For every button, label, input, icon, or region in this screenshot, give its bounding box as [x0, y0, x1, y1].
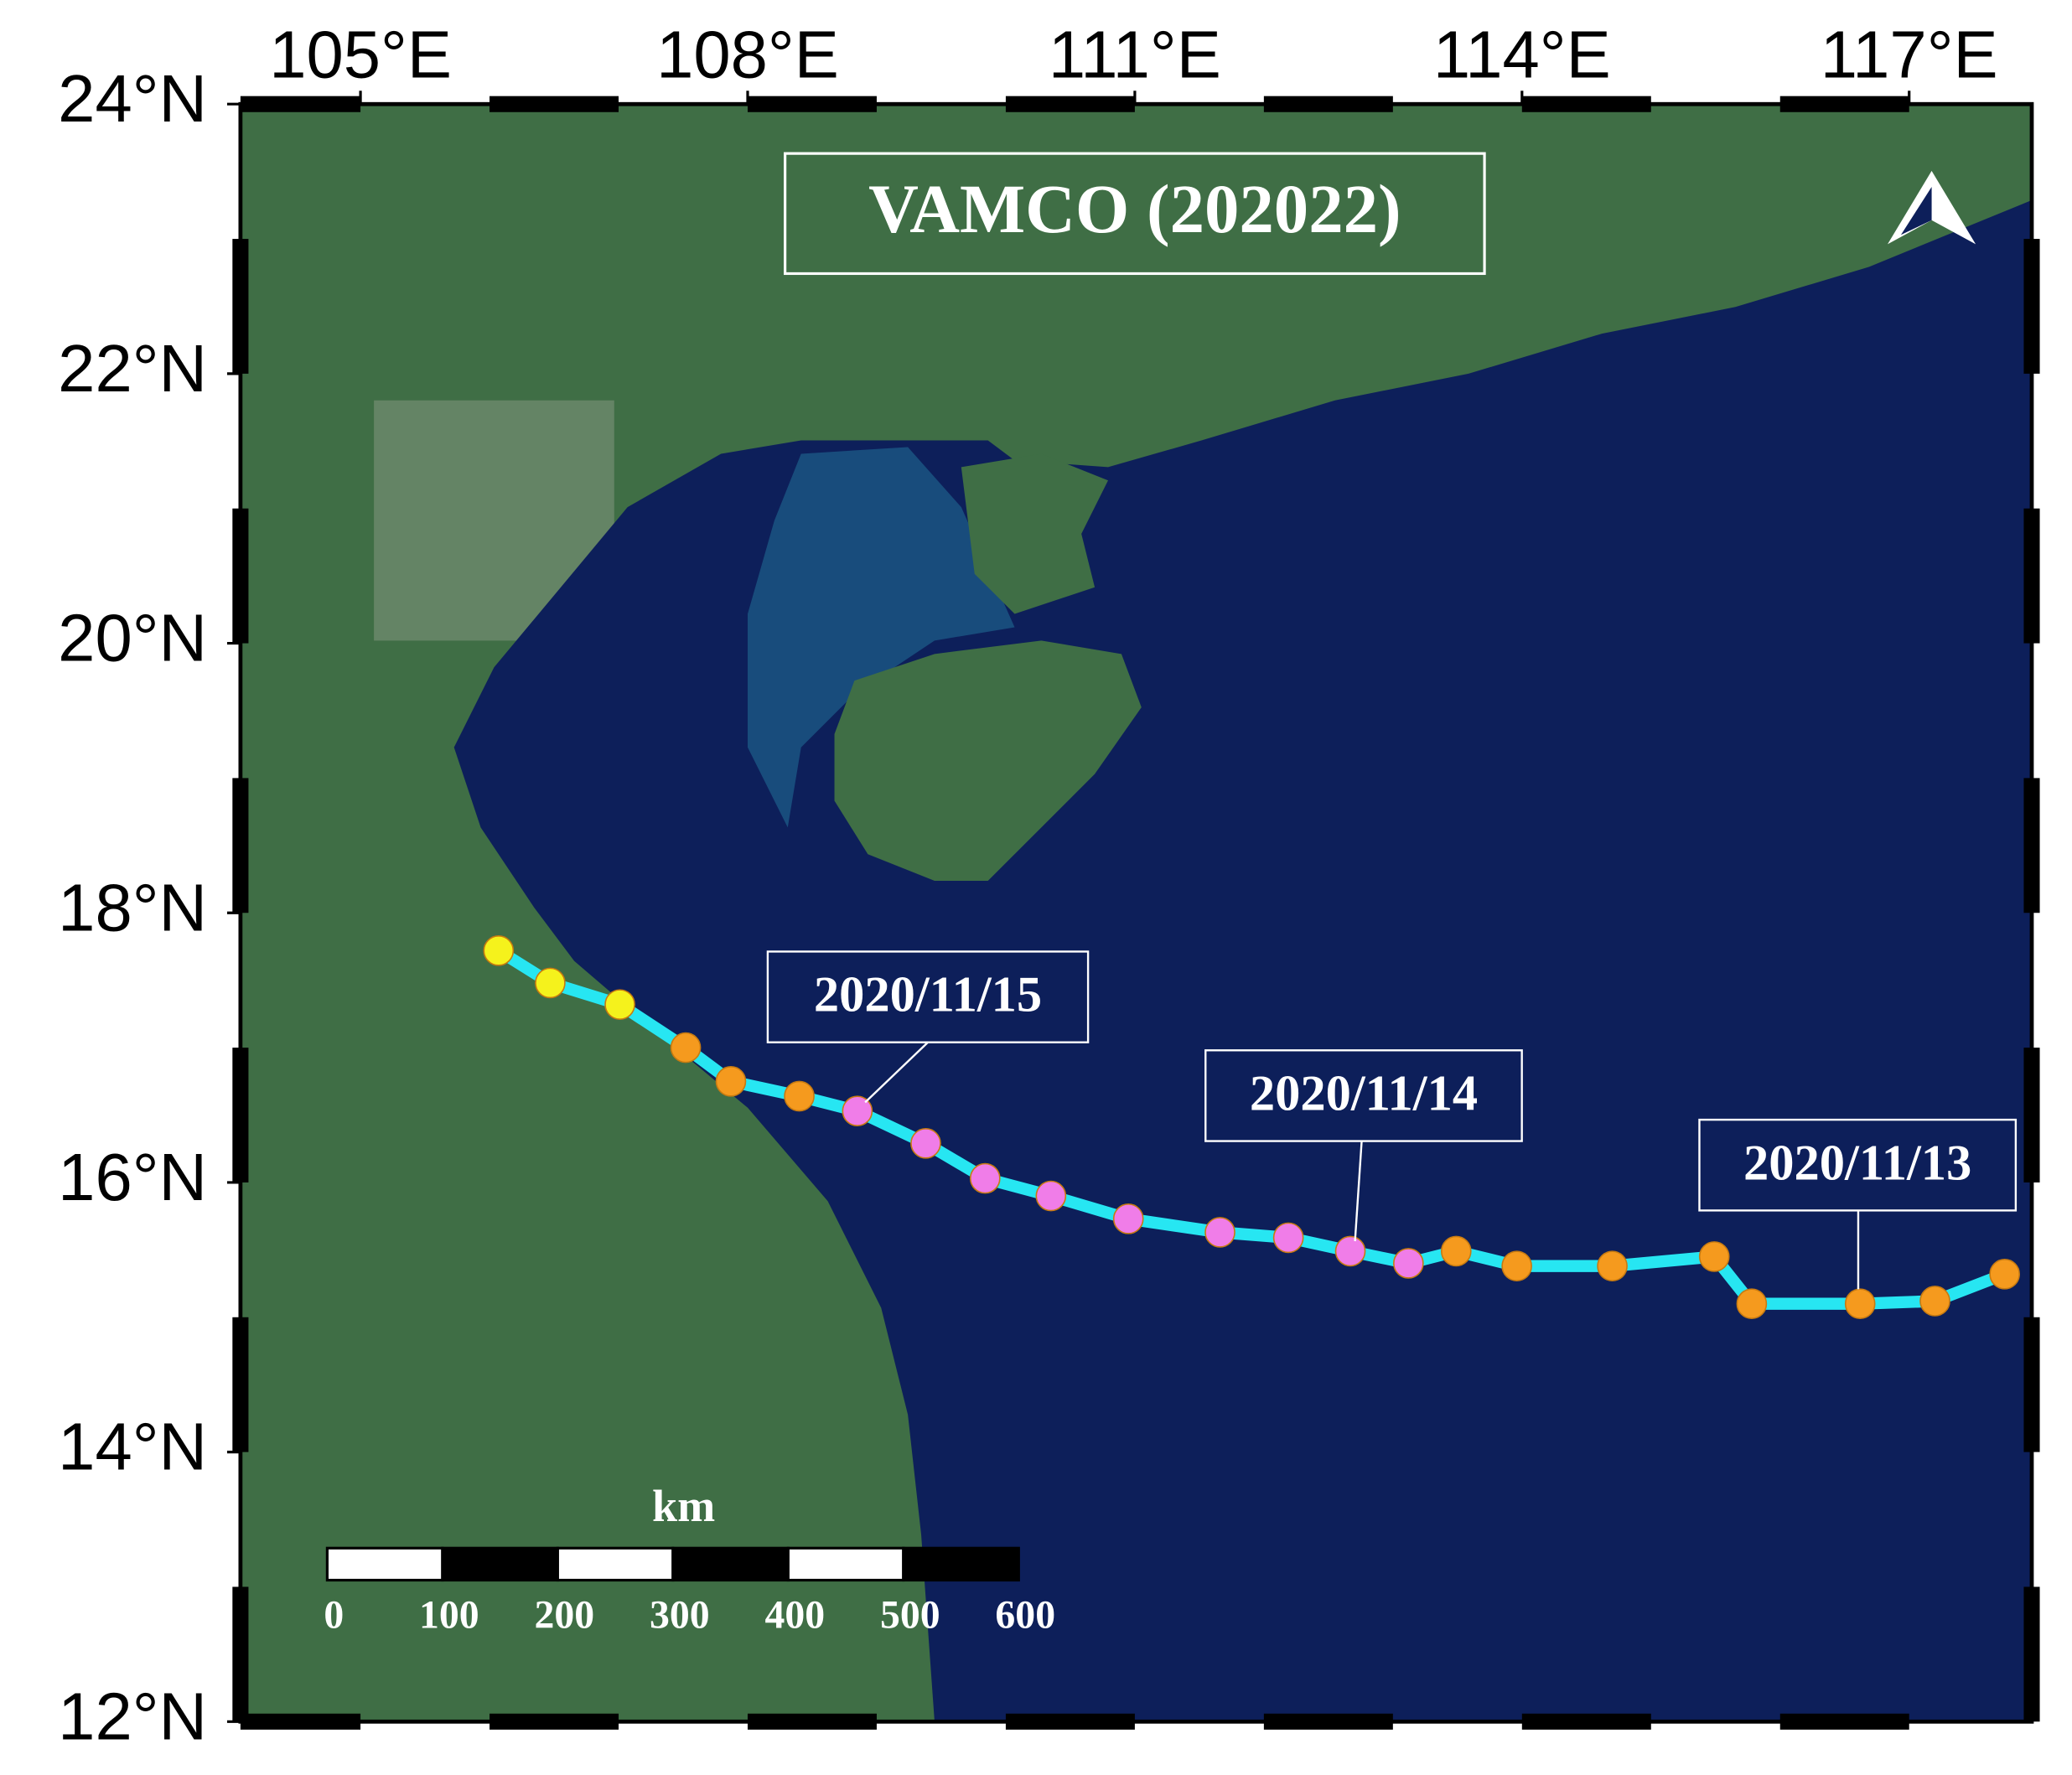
track-point [910, 1127, 941, 1159]
scale-segment [556, 1546, 675, 1582]
y-tick-label: 24°N [58, 61, 207, 136]
track-point [842, 1095, 873, 1127]
frame-segment [240, 96, 361, 112]
title-box [784, 152, 1486, 276]
frame-segment [240, 1713, 361, 1730]
frame-segment [1521, 1713, 1651, 1730]
track-point [535, 967, 566, 999]
frame-segment [2023, 778, 2040, 913]
frame-segment [2023, 239, 2040, 374]
north-arrow [1888, 170, 1976, 245]
track-point [1501, 1250, 1532, 1281]
frame-segment [232, 239, 249, 374]
x-tick-label: 117°E [1821, 18, 1998, 92]
track-point [1989, 1258, 2020, 1290]
frame-segment [2023, 1317, 2040, 1452]
frame-segment [1779, 1713, 1909, 1730]
track-point [969, 1162, 1001, 1194]
date-label-box [766, 950, 1090, 1043]
scale-segment [441, 1546, 559, 1582]
leader-line [1354, 1141, 1363, 1242]
track-point [784, 1080, 815, 1112]
frame-segment [747, 1713, 877, 1730]
scale-unit: km [652, 1481, 715, 1531]
date-label-box [1204, 1049, 1523, 1142]
frame-segment [1005, 96, 1135, 112]
y-tick-label: 20°N [58, 601, 207, 675]
track-point [483, 934, 515, 966]
track-point [1334, 1235, 1366, 1267]
track-point [1035, 1180, 1067, 1212]
x-tick-label: 114°E [1433, 18, 1611, 92]
date-label-box [1698, 1118, 2018, 1212]
scale-label: 100 [419, 1593, 479, 1638]
map-title: VAMCO (202022) [868, 170, 1401, 247]
frame-segment [232, 1586, 249, 1722]
frame-border [232, 96, 2040, 1730]
leader-line [864, 1041, 929, 1104]
date-label: 2020/11/13 [1743, 1135, 1971, 1191]
frame-segment [1521, 96, 1651, 112]
frame-segment [232, 1048, 249, 1182]
date-label: 2020/11/14 [1250, 1066, 1478, 1122]
frame-segment [2023, 1586, 2040, 1722]
track-point [604, 989, 635, 1020]
track-point [670, 1032, 702, 1063]
scale-segment [786, 1546, 905, 1582]
y-tick-label: 14°N [58, 1410, 207, 1484]
track-point [1272, 1222, 1304, 1254]
y-tick-label: 18°N [58, 870, 207, 944]
frame-segment [2023, 1048, 2040, 1182]
frame-segment [2023, 508, 2040, 644]
scale-label: 300 [650, 1593, 710, 1638]
data-layer: 105°E 108°E 111°E 114°E 117°E 12°N 14°N 16°N 18°… [58, 18, 2020, 1753]
scale-segment [325, 1546, 444, 1582]
frame-segment [1263, 96, 1393, 112]
track-point [1736, 1288, 1768, 1320]
frame-segment [747, 96, 877, 112]
track-point [1844, 1288, 1876, 1320]
track-point [1597, 1250, 1628, 1281]
y-tick-label: 22°N [58, 331, 207, 406]
frame-segment [1263, 1713, 1393, 1730]
track-point [715, 1065, 747, 1097]
y-tick-label: 16°N [58, 1140, 207, 1214]
basemap [240, 104, 2032, 1722]
scale-segment [902, 1546, 1020, 1582]
y-tick-label: 12°N [58, 1679, 207, 1753]
track-point [1204, 1217, 1235, 1248]
track-point [1698, 1241, 1730, 1272]
track-point [1440, 1235, 1472, 1267]
x-tick-label: 111°E [1049, 18, 1221, 92]
scale-segment [671, 1546, 790, 1582]
shallow-sea [748, 447, 1015, 828]
track-point [1393, 1248, 1424, 1279]
scale-label: 0 [324, 1593, 344, 1638]
frame-segment [490, 96, 619, 112]
x-tick-label: 108°E [656, 18, 839, 92]
frame-segment [232, 778, 249, 913]
track-point [1112, 1203, 1144, 1234]
track-point [1919, 1286, 1950, 1317]
date-label: 2020/11/15 [814, 967, 1042, 1023]
frame-segment [1005, 1713, 1135, 1730]
frame-segment [490, 1713, 619, 1730]
scale-label: 600 [995, 1593, 1055, 1638]
scale-label: 200 [534, 1593, 594, 1638]
frame-segment [232, 1317, 249, 1452]
frame-segment [1779, 96, 1909, 112]
frame-segment [232, 508, 249, 644]
peninsula [961, 453, 1108, 614]
scale-label: 500 [880, 1593, 940, 1638]
island [834, 640, 1142, 882]
x-tick-label: 105°E [269, 18, 452, 92]
scale-label: 400 [764, 1593, 825, 1638]
